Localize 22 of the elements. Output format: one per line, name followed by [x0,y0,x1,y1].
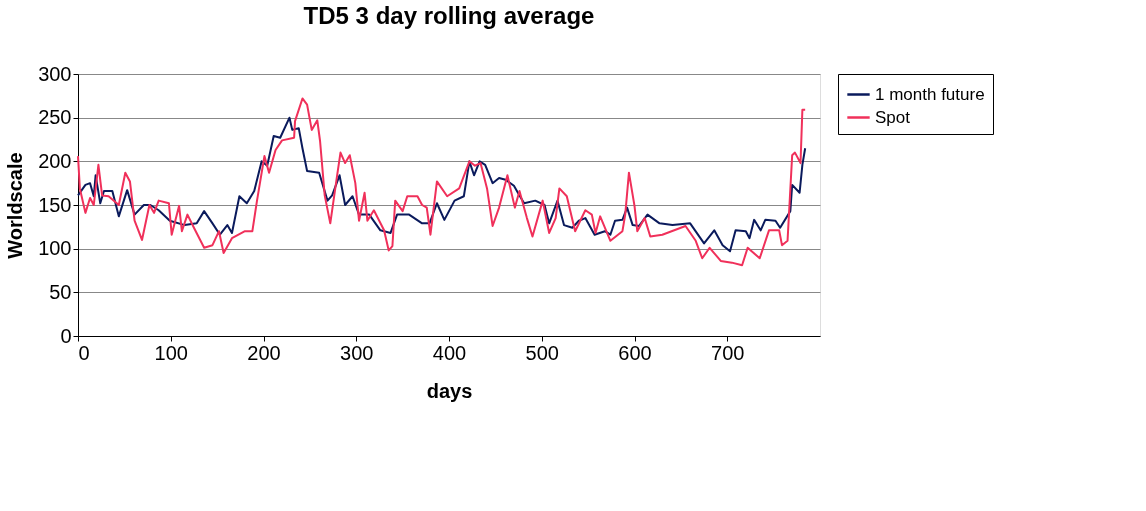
y-tick-label: 50 [49,280,72,303]
y-tick-label: 0 [60,324,72,347]
legend-label: Spot [875,107,911,127]
line-series [77,97,807,267]
x-tick-label: 700 [711,341,745,364]
y-tick-label: 150 [38,193,72,216]
y-tick-label: 100 [38,237,72,260]
x-tick-label: 500 [525,341,559,364]
x-tick-label: 600 [618,341,652,364]
legend-label: 1 month future [875,84,985,104]
x-tick-label: 200 [247,341,281,364]
line-series [77,116,807,253]
x-axis-title: days [426,379,473,402]
x-tick-label: 300 [340,341,374,364]
chart-title: TD5 3 day rolling average [303,2,595,29]
y-tick-label: 250 [38,106,72,129]
y-tick-label: 200 [38,149,72,172]
x-tick-label: 0 [78,341,90,364]
y-tick-label: 300 [38,62,72,85]
y-axis-title: Worldscale [4,152,27,259]
x-tick-label: 100 [154,341,188,364]
x-tick-label: 400 [432,341,467,364]
